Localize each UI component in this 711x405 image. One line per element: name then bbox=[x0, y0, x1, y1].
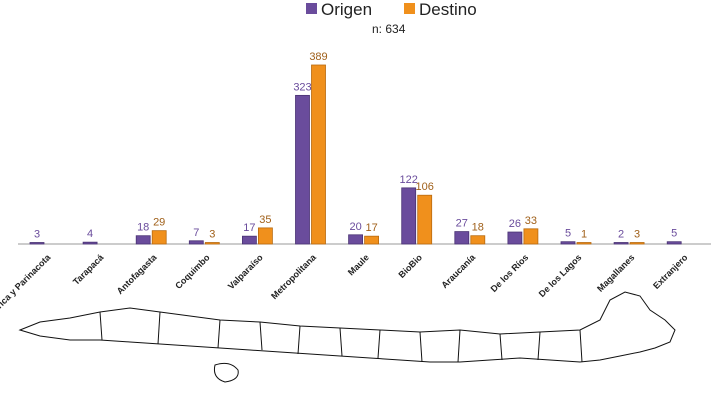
data-label: 26 bbox=[509, 218, 521, 230]
data-label: 7 bbox=[193, 227, 199, 239]
bar-origen bbox=[82, 241, 98, 245]
data-label: 27 bbox=[456, 218, 468, 230]
data-label: 5 bbox=[565, 228, 571, 240]
x-tick-label: Antofagasta bbox=[115, 252, 160, 297]
data-label: 3 bbox=[634, 229, 640, 241]
data-label: 389 bbox=[309, 51, 327, 63]
sample-size: n: 634 bbox=[372, 22, 406, 36]
bar-destino bbox=[311, 64, 326, 245]
legend-swatch bbox=[306, 3, 317, 14]
x-tick-label: Coquimbo bbox=[173, 252, 212, 291]
bar-origen bbox=[188, 240, 204, 245]
x-tick-label: De los Ríos bbox=[489, 252, 531, 294]
data-label: 122 bbox=[400, 174, 418, 186]
data-label: 17 bbox=[365, 222, 377, 234]
data-label: 18 bbox=[137, 222, 149, 234]
bar-origen bbox=[507, 231, 523, 245]
data-label: 17 bbox=[243, 222, 255, 234]
data-label: 323 bbox=[293, 81, 311, 93]
bar-destino bbox=[523, 228, 539, 245]
x-tick-label: Araucanía bbox=[439, 252, 478, 291]
bar-origen bbox=[454, 231, 470, 245]
x-tick-label: Tarapacá bbox=[71, 252, 106, 287]
bar-origen bbox=[295, 94, 310, 245]
bar-origen bbox=[401, 187, 417, 245]
data-label: 18 bbox=[472, 222, 484, 234]
x-tick-label: Magallanes bbox=[595, 252, 636, 293]
bar-destino bbox=[576, 242, 592, 245]
bar-origen bbox=[666, 241, 682, 245]
x-tick-label: Metropolitana bbox=[269, 252, 318, 301]
bar-origen bbox=[29, 242, 45, 245]
legend-label: Origen bbox=[321, 0, 373, 19]
data-label: 4 bbox=[87, 228, 93, 240]
x-tick-label: Maule bbox=[346, 252, 371, 277]
bar-origen bbox=[241, 235, 257, 245]
legend-item-destino: Destino bbox=[404, 0, 477, 20]
bar-destino bbox=[151, 230, 167, 245]
data-label: 2 bbox=[618, 229, 624, 241]
x-tick-label: BioBio bbox=[397, 252, 425, 280]
bar-destino bbox=[257, 227, 273, 245]
data-label: 3 bbox=[209, 229, 215, 241]
bar-origen bbox=[135, 235, 151, 245]
x-tick-label: Extranjero bbox=[651, 252, 690, 291]
data-label: 5 bbox=[671, 228, 677, 240]
bar-destino bbox=[204, 242, 220, 245]
data-label: 1 bbox=[581, 229, 587, 241]
bar-destino bbox=[364, 235, 380, 245]
data-label: 33 bbox=[525, 215, 537, 227]
data-label: 106 bbox=[416, 181, 434, 193]
x-tick-label: Arica y Parinacota bbox=[0, 252, 53, 315]
legend: Origen Destino bbox=[306, 0, 477, 20]
bar-destino bbox=[629, 242, 645, 245]
x-tick-label: Valparaíso bbox=[226, 252, 265, 291]
x-tick-label: De los Lagos bbox=[537, 252, 584, 299]
legend-swatch bbox=[404, 3, 416, 14]
chile-map bbox=[18, 291, 676, 383]
data-label: 29 bbox=[153, 217, 165, 229]
bar-destino bbox=[417, 194, 433, 245]
legend-label: Destino bbox=[419, 0, 477, 19]
data-label: 35 bbox=[259, 214, 271, 226]
bar-origen bbox=[560, 241, 576, 245]
bar-origen bbox=[348, 234, 364, 245]
data-label: 3 bbox=[34, 229, 40, 241]
bar-destino bbox=[470, 235, 486, 245]
legend-item-origen: Origen bbox=[306, 0, 372, 20]
bar-origen bbox=[613, 242, 629, 245]
data-label: 20 bbox=[349, 221, 361, 233]
